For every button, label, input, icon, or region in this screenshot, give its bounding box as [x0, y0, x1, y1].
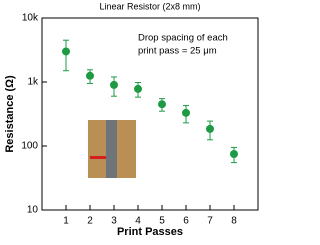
point	[182, 108, 190, 117]
x-tick-label: 7	[207, 216, 213, 227]
y-tick-label: 10k	[22, 13, 39, 24]
chart: Linear Resistor (2x8 mm) Print Passes Re…	[4, 1, 259, 238]
chart-title: Linear Resistor (2x8 mm)	[99, 1, 200, 11]
inset-photo	[88, 120, 136, 178]
x-tick-label: 3	[111, 216, 117, 227]
plot-frame	[41, 17, 259, 211]
point	[230, 149, 238, 158]
x-tick-label: 6	[183, 216, 189, 227]
x-tick-label: 4	[135, 216, 141, 227]
x-axis-label: Print Passes	[117, 226, 183, 238]
point	[158, 100, 166, 109]
x-tick-label: 5	[159, 216, 165, 227]
annotation: Drop spacing of each	[138, 33, 228, 44]
x-tick-label: 1	[63, 216, 69, 227]
x-tick-label: 2	[87, 216, 93, 227]
y-tick-label: 10	[27, 205, 39, 216]
x-tick-label: 8	[231, 216, 237, 227]
point	[86, 71, 94, 80]
y-tick-label: 100	[21, 141, 38, 152]
point	[206, 124, 214, 133]
y-tick-label: 1k	[27, 77, 39, 88]
point	[62, 47, 70, 56]
point	[110, 80, 118, 89]
point	[134, 84, 142, 93]
y-axis-label: Resistance (Ω)	[4, 75, 16, 153]
annotation: print pass = 25 μm	[138, 46, 217, 57]
